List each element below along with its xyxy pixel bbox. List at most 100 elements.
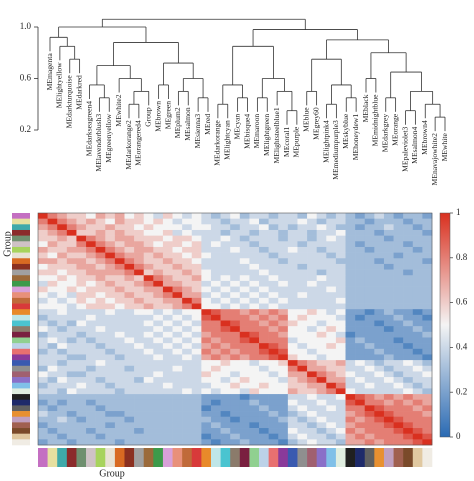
heatmap-cell: [143, 360, 154, 367]
heatmap-cell: [182, 303, 193, 310]
heatmap-cell: [162, 365, 173, 372]
heatmap-cell: [326, 354, 337, 361]
heatmap-cell: [335, 292, 346, 299]
heatmap-cell: [249, 280, 260, 287]
bottom-color-bar: [335, 448, 346, 467]
heatmap-cell: [239, 394, 250, 401]
heatmap-cell: [86, 411, 96, 418]
heatmap-cell: [364, 354, 375, 361]
heatmap-cell: [335, 405, 346, 412]
heatmap-cell: [57, 303, 68, 310]
heatmap-cell: [143, 241, 154, 248]
heatmap-cell: [374, 428, 385, 434]
heatmap-cell: [383, 348, 394, 355]
heatmap-cell: [383, 252, 394, 259]
heatmap-cell: [259, 229, 269, 236]
bottom-color-bar: [114, 448, 125, 467]
heatmap-cell: [210, 309, 221, 316]
heatmap-cell: [114, 354, 125, 361]
heatmap-cell: [374, 371, 385, 378]
heatmap-cell: [287, 303, 298, 310]
heatmap-cell: [383, 286, 394, 293]
heatmap-cell: [326, 258, 337, 265]
heatmap-cell: [162, 314, 173, 321]
heatmap-cell: [76, 246, 87, 253]
heatmap-cell: [239, 343, 250, 350]
leaf-label: MEbisque4: [242, 114, 251, 149]
heatmap-cell: [47, 292, 58, 299]
heatmap-cell: [326, 337, 337, 344]
heatmap-cell: [182, 428, 193, 434]
heatmap-cell: [143, 275, 154, 282]
heatmap-cell: [249, 416, 260, 423]
heatmap-cell: [307, 275, 317, 282]
heatmap-cell: [374, 241, 385, 248]
heatmap-cell: [153, 394, 164, 401]
heatmap-cell: [355, 246, 366, 253]
heatmap-cell: [95, 405, 106, 412]
heatmap-cell: [230, 360, 241, 367]
heatmap-cell: [326, 224, 337, 231]
heatmap-cell: [172, 348, 183, 355]
heatmap-cell: [259, 241, 269, 248]
heatmap-cell: [210, 428, 221, 434]
heatmap-cell: [249, 292, 260, 299]
heatmap-cell: [355, 241, 366, 248]
heatmap-cell: [220, 399, 231, 406]
heatmap-cell: [239, 422, 250, 429]
heatmap-cell: [412, 348, 423, 355]
heatmap-cell: [191, 280, 202, 287]
heatmap-cell: [210, 416, 221, 423]
heatmap-cell: [297, 416, 308, 423]
heatmap-cell: [297, 394, 308, 401]
heatmap-cell: [182, 416, 193, 423]
heatmap-cell: [66, 218, 77, 225]
heatmap-cell: [383, 235, 394, 242]
heatmap-cell: [47, 246, 58, 253]
heatmap-cell: [268, 360, 279, 367]
heatmap-cell: [403, 292, 414, 299]
heatmap-cell: [307, 382, 317, 389]
heatmap-cell: [114, 241, 125, 248]
bottom-group-label: Group: [99, 468, 125, 479]
heatmap-cell: [278, 246, 289, 253]
heatmap-cell: [143, 422, 154, 429]
heatmap-cell: [239, 433, 250, 440]
heatmap-cell: [393, 405, 404, 412]
heatmap-cell: [345, 331, 356, 338]
heatmap-cell: [38, 292, 48, 299]
heatmap-cell: [259, 258, 269, 265]
side-color-bar: [12, 263, 30, 270]
heatmap-cell: [220, 314, 231, 321]
heatmap-cell: [297, 213, 308, 219]
heatmap-cell: [162, 263, 173, 270]
heatmap-cell: [412, 269, 423, 276]
heatmap-cell: [278, 303, 289, 310]
heatmap-cell: [307, 405, 317, 412]
heatmap-cell: [345, 416, 356, 423]
heatmap-cell: [172, 297, 183, 304]
leaf-label: MElightcyan: [223, 120, 232, 160]
heatmap-cell: [38, 354, 48, 361]
heatmap-cell: [278, 371, 289, 378]
heatmap-cell: [210, 365, 221, 372]
heatmap-cell: [105, 382, 116, 389]
heatmap-cell: [57, 394, 68, 401]
heatmap-cell: [230, 258, 241, 265]
heatmap-cell: [191, 303, 202, 310]
heatmap-cell: [191, 365, 202, 372]
heatmap-cell: [38, 218, 48, 225]
heatmap-cell: [393, 224, 404, 231]
heatmap-cell: [239, 371, 250, 378]
heatmap-cell: [191, 218, 202, 225]
heatmap-cell: [239, 297, 250, 304]
heatmap-cell: [403, 377, 414, 384]
heatmap-cell: [201, 286, 212, 293]
heatmap-cell: [220, 354, 231, 361]
heatmap-cell: [278, 382, 289, 389]
heatmap-cell: [143, 314, 154, 321]
heatmap-cell: [249, 371, 260, 378]
heatmap-cell: [422, 309, 433, 316]
heatmap-frame: [37, 212, 433, 446]
bottom-color-bar: [316, 448, 327, 467]
